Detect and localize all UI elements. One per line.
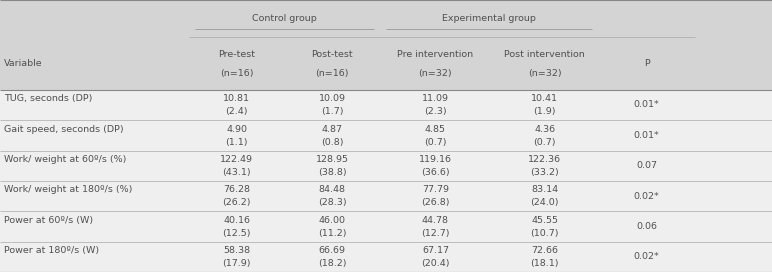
Text: 10.81: 10.81 xyxy=(223,94,250,103)
Text: 77.79: 77.79 xyxy=(422,186,449,194)
Text: Pre intervention: Pre intervention xyxy=(398,50,473,59)
Text: (0.7): (0.7) xyxy=(533,138,556,147)
Text: (18.2): (18.2) xyxy=(318,259,346,268)
Text: (33.2): (33.2) xyxy=(530,168,559,177)
Text: (10.7): (10.7) xyxy=(530,229,559,238)
Text: Power at 60º/s (W): Power at 60º/s (W) xyxy=(4,216,93,225)
Text: (17.9): (17.9) xyxy=(222,259,251,268)
Text: 128.95: 128.95 xyxy=(316,155,348,164)
Text: (1.1): (1.1) xyxy=(225,138,248,147)
Text: 46.00: 46.00 xyxy=(319,216,345,225)
Text: P: P xyxy=(644,59,649,68)
Bar xyxy=(0,0,772,90)
Bar xyxy=(0,90,772,120)
Text: 0.01*: 0.01* xyxy=(634,131,659,140)
Text: (1.7): (1.7) xyxy=(320,107,344,116)
Text: 4.85: 4.85 xyxy=(425,125,446,134)
Text: 122.49: 122.49 xyxy=(220,155,253,164)
Text: (26.8): (26.8) xyxy=(422,198,449,207)
Text: Post intervention: Post intervention xyxy=(504,50,585,59)
Text: 10.41: 10.41 xyxy=(531,94,558,103)
Text: (2.3): (2.3) xyxy=(424,107,447,116)
Text: 11.09: 11.09 xyxy=(422,94,449,103)
Text: 4.90: 4.90 xyxy=(226,125,247,134)
Text: (38.8): (38.8) xyxy=(317,168,347,177)
Text: 4.87: 4.87 xyxy=(321,125,343,134)
Text: (28.3): (28.3) xyxy=(317,198,347,207)
Text: (43.1): (43.1) xyxy=(222,168,251,177)
Text: 40.16: 40.16 xyxy=(223,216,250,225)
Text: Work/ weight at 180º/s (%): Work/ weight at 180º/s (%) xyxy=(4,186,132,194)
Text: Gait speed, seconds (DP): Gait speed, seconds (DP) xyxy=(4,125,124,134)
Text: 0.02*: 0.02* xyxy=(634,191,659,200)
Bar xyxy=(0,181,772,211)
Text: (n=16): (n=16) xyxy=(220,69,253,78)
Text: TUG, seconds (DP): TUG, seconds (DP) xyxy=(4,94,92,103)
Text: Variable: Variable xyxy=(4,59,42,68)
Bar xyxy=(0,211,772,242)
Text: 0.06: 0.06 xyxy=(636,222,657,231)
Text: (24.0): (24.0) xyxy=(530,198,559,207)
Text: 119.16: 119.16 xyxy=(419,155,452,164)
Text: 84.48: 84.48 xyxy=(319,186,345,194)
Text: (12.5): (12.5) xyxy=(222,229,251,238)
Text: (0.8): (0.8) xyxy=(320,138,344,147)
Text: Work/ weight at 60º/s (%): Work/ weight at 60º/s (%) xyxy=(4,155,127,164)
Text: Experimental group: Experimental group xyxy=(442,14,536,23)
Text: Power at 180º/s (W): Power at 180º/s (W) xyxy=(4,246,99,255)
Text: (11.2): (11.2) xyxy=(318,229,346,238)
Text: 44.78: 44.78 xyxy=(422,216,449,225)
Text: 0.07: 0.07 xyxy=(636,161,657,170)
Text: (n=32): (n=32) xyxy=(418,69,452,78)
Text: (26.2): (26.2) xyxy=(222,198,251,207)
Text: (36.6): (36.6) xyxy=(421,168,450,177)
Text: 67.17: 67.17 xyxy=(422,246,449,255)
Bar xyxy=(0,150,772,181)
Text: 0.02*: 0.02* xyxy=(634,252,659,261)
Text: 4.36: 4.36 xyxy=(534,125,555,134)
Text: (18.1): (18.1) xyxy=(530,259,559,268)
Text: (0.7): (0.7) xyxy=(424,138,447,147)
Text: 76.28: 76.28 xyxy=(223,186,250,194)
Text: 0.01*: 0.01* xyxy=(634,100,659,109)
Text: 83.14: 83.14 xyxy=(531,186,558,194)
Text: 10.09: 10.09 xyxy=(319,94,345,103)
Text: 72.66: 72.66 xyxy=(531,246,558,255)
Text: Post-test: Post-test xyxy=(311,50,353,59)
Text: (n=32): (n=32) xyxy=(528,69,561,78)
Text: 122.36: 122.36 xyxy=(528,155,561,164)
Text: (20.4): (20.4) xyxy=(422,259,449,268)
Bar xyxy=(0,242,772,272)
Text: 66.69: 66.69 xyxy=(319,246,345,255)
Text: (1.9): (1.9) xyxy=(533,107,556,116)
Text: (2.4): (2.4) xyxy=(225,107,248,116)
Bar xyxy=(0,120,772,150)
Text: 58.38: 58.38 xyxy=(223,246,250,255)
Text: 45.55: 45.55 xyxy=(531,216,558,225)
Text: Pre-test: Pre-test xyxy=(218,50,255,59)
Text: (12.7): (12.7) xyxy=(422,229,449,238)
Text: Control group: Control group xyxy=(252,14,317,23)
Text: (n=16): (n=16) xyxy=(315,69,349,78)
